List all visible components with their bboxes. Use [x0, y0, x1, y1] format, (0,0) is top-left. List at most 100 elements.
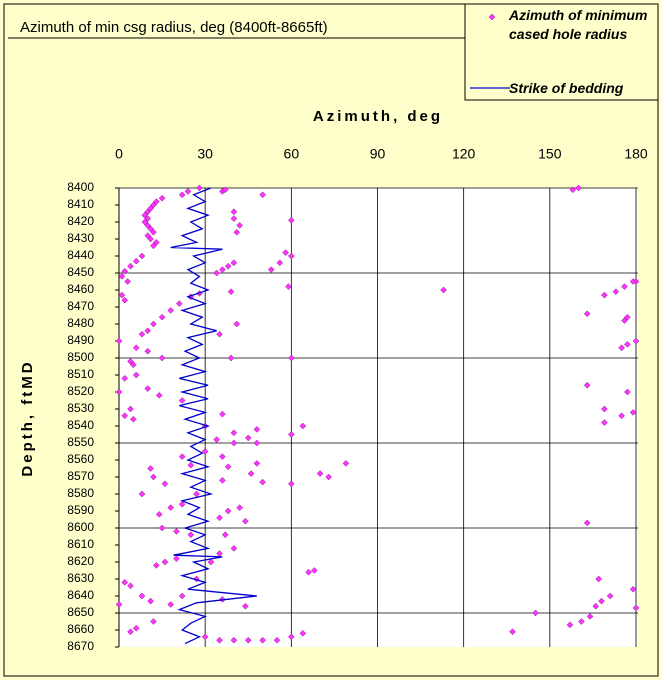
scatter-point: [118, 291, 126, 299]
scatter-point: [219, 266, 226, 273]
scatter-point: [276, 259, 284, 267]
y-tick-label: 8620: [67, 554, 94, 568]
scatter-point: [219, 477, 226, 484]
y-tick-label: 8640: [67, 588, 94, 602]
scatter-point: [187, 531, 195, 539]
scatter-point: [230, 208, 238, 216]
scatter-point: [621, 283, 628, 290]
scatter-point: [158, 354, 166, 362]
scatter-point: [267, 266, 275, 273]
scatter-point: [612, 288, 620, 295]
scatter-point: [178, 500, 186, 508]
scatter-point: [253, 426, 261, 433]
scatter-point: [132, 344, 140, 352]
scatter-point: [566, 621, 574, 629]
scatter-point: [132, 625, 140, 632]
scatter-point: [127, 405, 134, 413]
y-tick-label: 8660: [67, 622, 94, 636]
scatter-point: [161, 558, 169, 566]
y-tick-label: 8590: [67, 503, 94, 517]
scatter-point: [138, 252, 146, 260]
scatter-point: [224, 507, 232, 515]
x-tick-label: 60: [284, 146, 300, 162]
scatter-point: [632, 604, 640, 612]
scatter-point: [173, 528, 180, 535]
scatter-point: [233, 228, 241, 236]
scatter-point: [230, 545, 238, 552]
scatter-point: [233, 320, 241, 328]
scatter-point: [196, 184, 203, 192]
chart-border: [3, 3, 659, 677]
scatter-point: [167, 504, 174, 511]
scatter-point: [342, 460, 350, 467]
scatter-point: [230, 636, 238, 644]
scatter-point: [242, 517, 249, 525]
scatter-point: [213, 269, 220, 277]
scatter-point: [230, 259, 238, 267]
scatter-point: [440, 286, 447, 294]
y-tick-label: 8560: [67, 452, 94, 466]
scatter-point: [138, 592, 146, 600]
scatter-point: [219, 410, 226, 418]
scatter-point: [230, 439, 238, 447]
y-tick-label: 8480: [67, 316, 94, 330]
x-axis-label: Azimuth, deg: [313, 108, 443, 125]
scatter-point: [121, 296, 129, 304]
scatter-point: [216, 636, 223, 644]
y-tick-label: 8410: [67, 197, 94, 211]
scatter-point: [201, 448, 209, 455]
scatter-point: [595, 575, 602, 583]
scatter-point: [311, 567, 318, 574]
scatter-point: [578, 618, 585, 625]
scatter-point: [115, 337, 123, 345]
scatter-point: [121, 375, 129, 382]
scatter-point: [150, 228, 157, 236]
scatter-point: [629, 409, 637, 416]
legend-marker: [488, 13, 496, 21]
scatter-point: [592, 602, 600, 610]
scatter-point: [259, 636, 266, 644]
scatter-point: [147, 465, 154, 472]
scatter-point: [606, 592, 614, 600]
line-series: [170, 187, 257, 645]
scatter-point: [178, 453, 186, 460]
scatter-point: [242, 602, 249, 610]
scatter-point: [230, 429, 238, 437]
scatter-point: [305, 568, 312, 576]
scatter-point: [288, 480, 295, 488]
x-tick-label: 30: [197, 146, 213, 162]
y-tick-label: 8460: [67, 282, 94, 296]
scatter-point: [244, 636, 252, 644]
y-tick-label: 8570: [67, 469, 94, 483]
scatter-point: [144, 385, 152, 392]
scatter-point: [150, 242, 157, 250]
scatter-point: [144, 327, 152, 335]
scatter-point: [227, 288, 235, 295]
scatter-point: [224, 262, 232, 270]
y-tick-label: 8600: [67, 520, 94, 534]
y-tick-label: 8470: [67, 299, 94, 313]
y-tick-label: 8530: [67, 401, 94, 415]
scatter-point: [224, 463, 232, 471]
scatter-point: [221, 186, 229, 193]
y-tick-label: 8520: [67, 384, 94, 398]
scatter-point: [121, 579, 129, 586]
scatter-point: [207, 558, 215, 566]
scatter-point: [178, 397, 186, 404]
x-tick-label: 0: [115, 146, 123, 162]
scatter-point: [167, 307, 174, 314]
y-tick-label: 8500: [67, 350, 94, 364]
scatter-point: [132, 371, 140, 379]
scatter-point: [121, 412, 129, 420]
scatter-point: [273, 636, 281, 644]
scatter-point: [288, 252, 295, 260]
scatter-point: [288, 217, 295, 224]
scatter-point: [219, 453, 226, 460]
scatter-point: [127, 262, 134, 270]
scatter-point: [601, 419, 608, 426]
scatter-point: [285, 283, 292, 290]
x-tick-label: 120: [452, 146, 476, 162]
scatter-point: [299, 422, 307, 430]
